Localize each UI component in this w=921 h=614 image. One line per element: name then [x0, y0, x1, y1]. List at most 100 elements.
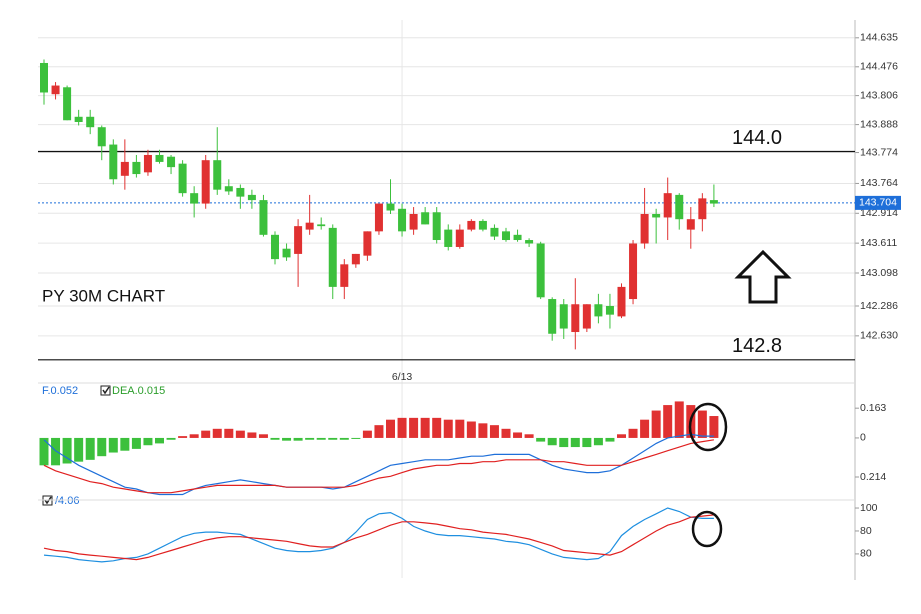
histogram-bar [455, 419, 465, 438]
candle-body [675, 194, 684, 220]
candle-body [432, 212, 441, 241]
y-tick-label: 143.611 [860, 237, 897, 249]
histogram-bar [339, 437, 349, 440]
candle-body [386, 203, 395, 211]
legend-entry: /4.06 [55, 495, 79, 507]
histogram-bar [305, 437, 315, 440]
histogram-bar [97, 437, 107, 457]
candle-body [190, 193, 199, 204]
histogram-bar [235, 430, 245, 438]
histogram-bar [640, 419, 650, 438]
histogram-bar [120, 437, 130, 451]
candle-body [548, 299, 557, 334]
y-tick-label: 143.764 [860, 177, 898, 189]
histogram-bar [443, 419, 453, 438]
level-label: 144.0 [732, 127, 782, 149]
price-tag-label: 143.704 [859, 197, 897, 209]
candle-body [120, 161, 129, 176]
candle-body [467, 220, 476, 230]
candle-body [421, 212, 430, 225]
candle-body [594, 304, 603, 317]
candle-body [455, 229, 464, 247]
checkbox[interactable] [100, 385, 111, 396]
candle-body [74, 116, 83, 122]
histogram-bar [85, 437, 95, 460]
histogram-bar [247, 432, 257, 438]
histogram-bar [593, 437, 603, 446]
histogram-bar [709, 416, 719, 438]
histogram-bar [628, 428, 638, 438]
y-tick-label: 0 [860, 432, 866, 444]
candle-body [282, 248, 291, 258]
histogram-bar [420, 417, 430, 438]
histogram-bar [397, 417, 407, 438]
line-series [43, 514, 714, 561]
histogram-bar [282, 437, 292, 441]
candle-body [398, 208, 407, 232]
histogram-bar [536, 437, 546, 442]
candle-body [640, 213, 649, 244]
y-tick-label: 144.635 [860, 32, 898, 44]
candle-body [536, 243, 545, 298]
candle-body [652, 213, 661, 218]
line-series [43, 433, 714, 496]
histogram-bar [258, 434, 268, 438]
line-series [43, 507, 714, 563]
y-tick-label: 0.214 [860, 471, 886, 483]
y-tick-label: 144.476 [860, 61, 898, 73]
candle-body [502, 231, 510, 241]
candle-body [709, 200, 718, 204]
y-tick-label: 143.806 [860, 89, 898, 101]
legend-entry: DEA.0.015 [112, 385, 165, 397]
histogram-bar [386, 419, 395, 438]
checkmark [102, 386, 110, 395]
histogram-bar [189, 434, 199, 438]
level-label: 142.8 [732, 335, 782, 357]
histogram-bar [513, 432, 523, 438]
candle-body [86, 116, 95, 128]
y-tick-label: 80 [860, 548, 872, 560]
histogram-bar [201, 430, 211, 438]
x-tick-label: 6/13 [392, 371, 413, 383]
y-tick-label: 80 [860, 525, 872, 537]
line-series [43, 439, 714, 494]
histogram-bar [131, 437, 141, 449]
y-tick-label: 142.630 [860, 330, 898, 342]
candle-body [629, 243, 638, 300]
histogram-bar [674, 401, 684, 438]
candle-body [374, 203, 383, 232]
candle-body [109, 144, 118, 180]
candle-body [63, 87, 72, 121]
candle-body [305, 222, 314, 230]
histogram-bar [409, 417, 419, 438]
candle-body [363, 231, 372, 256]
y-tick-label: 100 [860, 502, 878, 514]
candle-body [409, 213, 418, 230]
histogram-bar [270, 437, 280, 440]
y-tick-label: 0.163 [860, 402, 886, 414]
chart-title: PY 30M CHART [42, 286, 165, 305]
candle-body [167, 156, 176, 168]
circle-annotation [691, 510, 723, 548]
candle-body [294, 226, 303, 254]
candle-body [444, 229, 453, 247]
histogram-bar [605, 437, 615, 442]
histogram-bar [143, 437, 153, 446]
candle-body [224, 186, 233, 192]
candle-body [328, 227, 337, 287]
histogram-bar [62, 437, 72, 464]
y-tick-label: 143.098 [860, 267, 898, 279]
histogram-bar [108, 437, 118, 453]
histogram-bar [39, 437, 49, 466]
circle-annotation [688, 402, 728, 452]
histogram-bar [166, 437, 176, 440]
candle-body [478, 220, 487, 230]
histogram-bar [155, 437, 164, 444]
histogram-bar [316, 437, 326, 440]
candle-body [559, 304, 568, 329]
up-arrow [734, 249, 792, 304]
histogram-bar [224, 428, 234, 438]
histogram-bar [466, 421, 476, 438]
